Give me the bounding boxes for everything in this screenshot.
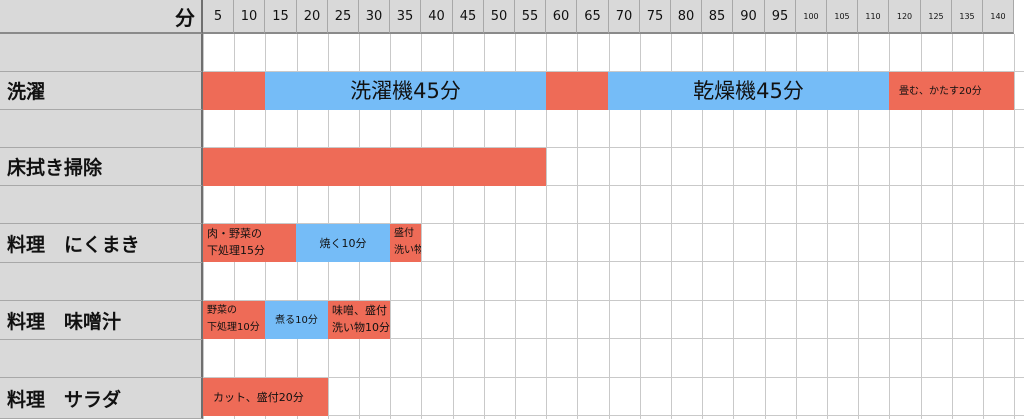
minute-tick-header[interactable]: 100 bbox=[796, 0, 827, 34]
grid-row-line bbox=[203, 223, 1024, 224]
grid-column-line bbox=[702, 34, 703, 419]
grid-row-line bbox=[203, 338, 1024, 339]
minute-tick-header[interactable]: 10 bbox=[234, 0, 265, 34]
task-bar-segment[interactable] bbox=[546, 72, 608, 110]
minute-tick-header[interactable]: 80 bbox=[671, 0, 702, 34]
grid-column-line bbox=[733, 34, 734, 419]
grid-column-line bbox=[858, 34, 859, 419]
grid-column-line bbox=[453, 34, 454, 419]
grid-column-line bbox=[609, 34, 610, 419]
task-bar-segment[interactable]: 洗濯機45分 bbox=[265, 72, 546, 110]
grid-row-line bbox=[203, 185, 1024, 186]
minute-tick-header[interactable]: 15 bbox=[265, 0, 297, 34]
task-bar-label: 肉・野菜の 下処理15分 bbox=[207, 227, 265, 257]
task-row-label[interactable]: 料理 味噌汁 bbox=[0, 301, 203, 340]
minute-tick-header[interactable]: 70 bbox=[609, 0, 640, 34]
minute-tick-header[interactable]: 30 bbox=[359, 0, 390, 34]
minute-tick-header[interactable]: 35 bbox=[390, 0, 421, 34]
grid-column-line bbox=[577, 34, 578, 419]
spacer-row-label[interactable] bbox=[0, 186, 203, 224]
task-bar-label: 畳む、かたす20分 bbox=[899, 85, 982, 97]
task-bar-label: 煮る10分 bbox=[275, 314, 318, 326]
task-row-label[interactable]: 料理 サラダ bbox=[0, 378, 203, 419]
task-row-label[interactable]: 床拭き掃除 bbox=[0, 148, 203, 186]
task-bar-label: 野菜の 下処理10分 bbox=[207, 305, 260, 333]
grid-row-line bbox=[203, 71, 1024, 72]
spacer-row-label[interactable] bbox=[0, 263, 203, 301]
grid-column-line bbox=[546, 34, 547, 419]
spacer-row-label[interactable] bbox=[0, 110, 203, 148]
task-row-label[interactable]: 料理 にくまき bbox=[0, 224, 203, 263]
minute-tick-header[interactable]: 95 bbox=[765, 0, 796, 34]
minute-tick-header[interactable]: 65 bbox=[577, 0, 609, 34]
task-bar-segment[interactable]: 乾燥機45分 bbox=[608, 72, 889, 110]
task-bar-label: 乾燥機45分 bbox=[693, 78, 804, 103]
grid-column-line bbox=[827, 34, 828, 419]
minute-tick-header[interactable]: 50 bbox=[484, 0, 515, 34]
task-bar-label: 洗濯機45分 bbox=[350, 78, 461, 103]
minute-tick-header[interactable]: 40 bbox=[421, 0, 453, 34]
grid-column-line bbox=[765, 34, 766, 419]
minute-unit-header[interactable]: 分 bbox=[0, 0, 203, 34]
minute-tick-header[interactable]: 120 bbox=[889, 0, 921, 34]
grid-column-line bbox=[640, 34, 641, 419]
grid-row-line bbox=[203, 300, 1024, 301]
task-bar-segment[interactable]: 肉・野菜の 下処理15分 bbox=[203, 224, 296, 262]
spacer-row-label[interactable] bbox=[0, 340, 203, 378]
grid-column-line bbox=[921, 34, 922, 419]
minute-tick-header[interactable]: 135 bbox=[952, 0, 983, 34]
minute-tick-header[interactable]: 125 bbox=[921, 0, 952, 34]
task-bar-segment[interactable]: 煮る10分 bbox=[265, 301, 328, 339]
minute-tick-header[interactable]: 75 bbox=[640, 0, 671, 34]
task-bar-segment[interactable]: 畳む、かたす20分 bbox=[889, 72, 1014, 110]
grid-column-line bbox=[484, 34, 485, 419]
task-bar-segment[interactable] bbox=[203, 148, 546, 186]
task-bar-label: 焼く10分 bbox=[319, 236, 367, 250]
minute-tick-header[interactable]: 105 bbox=[827, 0, 858, 34]
grid-column-line bbox=[983, 34, 984, 419]
grid-column-line bbox=[1014, 34, 1015, 419]
task-bar-segment[interactable] bbox=[203, 72, 265, 110]
grid-column-line bbox=[515, 34, 516, 419]
minute-tick-header[interactable]: 110 bbox=[858, 0, 889, 34]
minute-tick-header[interactable]: 45 bbox=[453, 0, 484, 34]
minute-tick-header[interactable]: 20 bbox=[297, 0, 328, 34]
grid-column-line bbox=[421, 34, 422, 419]
task-row-label[interactable]: 洗濯 bbox=[0, 72, 203, 110]
task-bar-segment[interactable]: カット、盛付20分 bbox=[203, 378, 328, 416]
grid-row-line bbox=[203, 147, 1024, 148]
minute-tick-header[interactable]: 85 bbox=[702, 0, 733, 34]
task-bar-segment[interactable]: 焼く10分 bbox=[296, 224, 390, 262]
spacer-row-label[interactable] bbox=[0, 34, 203, 72]
task-bar-label: カット、盛付20分 bbox=[213, 390, 304, 404]
task-bar-label: 盛付 洗い物5分 bbox=[394, 228, 421, 256]
grid-row-line bbox=[203, 377, 1024, 378]
grid-column-line bbox=[952, 34, 953, 419]
grid-column-line bbox=[671, 34, 672, 419]
grid-row-line bbox=[203, 261, 1024, 262]
task-bar-segment[interactable]: 味噌、盛付 洗い物10分 bbox=[328, 301, 390, 339]
grid-row-line bbox=[203, 415, 1024, 416]
minute-tick-header[interactable]: 55 bbox=[515, 0, 546, 34]
task-bar-label: 味噌、盛付 洗い物10分 bbox=[332, 304, 390, 334]
minute-tick-header[interactable]: 60 bbox=[546, 0, 577, 34]
grid-column-line bbox=[889, 34, 890, 419]
minute-tick-header[interactable]: 140 bbox=[983, 0, 1014, 34]
minute-tick-header[interactable]: 25 bbox=[328, 0, 359, 34]
minute-tick-header[interactable]: 90 bbox=[733, 0, 765, 34]
grid-column-line bbox=[796, 34, 797, 419]
task-bar-segment[interactable]: 野菜の 下処理10分 bbox=[203, 301, 265, 339]
task-bar-segment[interactable]: 盛付 洗い物5分 bbox=[390, 224, 421, 262]
minute-tick-header[interactable]: 5 bbox=[203, 0, 234, 34]
